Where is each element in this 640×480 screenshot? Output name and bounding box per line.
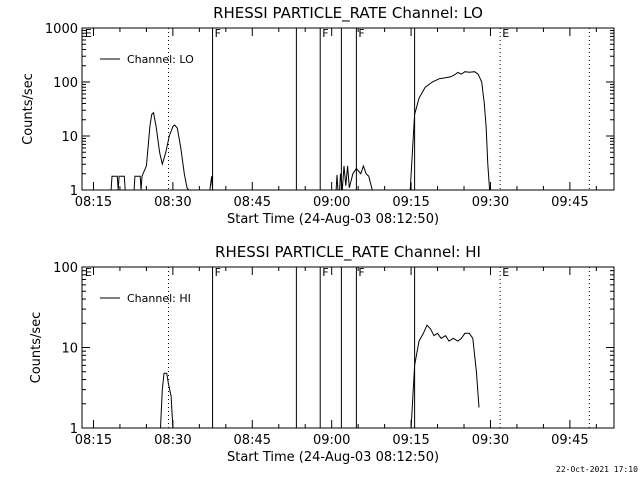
y-tick-label: 10 — [61, 130, 78, 145]
event-marker-label: E — [502, 266, 509, 279]
chart-title-hi: RHESSI PARTICLE_RATE Channel: HI — [215, 243, 481, 262]
x-tick-label: 09:15 — [392, 195, 429, 210]
x-tick-label: 08:15 — [75, 195, 112, 210]
legend-label-hi: Channel: HI — [127, 292, 191, 305]
x-tick-label: 08:15 — [75, 433, 112, 448]
x-tick-label: 09:45 — [551, 195, 588, 210]
chart-title-lo: RHESSI PARTICLE_RATE Channel: LO — [213, 4, 483, 23]
data-line-lo — [133, 111, 190, 191]
data-line-lo — [110, 175, 126, 191]
event-marker-label: E — [502, 27, 509, 40]
data-line-lo — [335, 164, 373, 191]
event-marker-label: E — [85, 27, 92, 40]
x-tick-label: 09:30 — [472, 433, 509, 448]
event-marker-label: F — [358, 266, 364, 279]
y-tick-label: 1 — [70, 184, 78, 199]
footer-timestamp: 22-Oct-2021 17:10 — [556, 465, 638, 474]
y-tick-label: 10 — [61, 342, 78, 357]
x-axis-label-hi: Start Time (24-Aug-03 08:12:50) — [227, 450, 439, 465]
x-tick-label: 08:45 — [234, 195, 271, 210]
x-axis-label-lo: Start Time (24-Aug-03 08:12:50) — [227, 212, 439, 227]
x-tick-label: 09:15 — [392, 433, 429, 448]
plot-frame-lo — [81, 27, 615, 191]
event-marker-label: E — [85, 266, 92, 279]
data-line-hi — [410, 324, 480, 429]
x-tick-label: 09:00 — [313, 433, 350, 448]
event-marker-label: F — [358, 27, 364, 40]
y-tick-label: 1 — [70, 422, 78, 437]
y-tick-label: 100 — [53, 76, 78, 91]
data-line-lo — [209, 176, 214, 191]
y-axis-label-lo: Counts/sec — [21, 73, 36, 145]
y-tick-label: 1000 — [45, 22, 78, 37]
y-axis-label-hi: Counts/sec — [29, 312, 44, 384]
x-tick-label: 09:45 — [551, 433, 588, 448]
event-marker-label: F — [215, 27, 221, 40]
x-tick-label: 08:30 — [154, 433, 191, 448]
event-marker-label: F — [322, 27, 328, 40]
x-tick-label: 09:00 — [313, 195, 350, 210]
data-line-hi — [160, 372, 174, 429]
data-line-lo — [409, 71, 491, 191]
y-tick-label: 100 — [53, 261, 78, 276]
legend-label-lo: Channel: LO — [127, 53, 194, 66]
x-tick-label: 09:30 — [472, 195, 509, 210]
x-tick-label: 08:30 — [154, 195, 191, 210]
event-marker-label: F — [322, 266, 328, 279]
x-tick-label: 08:45 — [234, 433, 271, 448]
event-marker-label: F — [215, 266, 221, 279]
